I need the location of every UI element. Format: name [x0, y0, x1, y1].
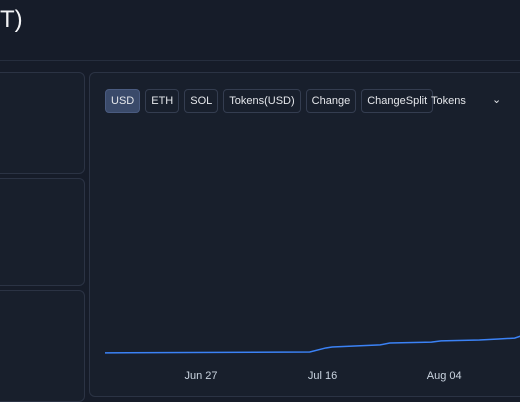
series-line [104, 335, 520, 354]
x-tick-label: Aug 04 [427, 370, 462, 382]
dropdown-arrow[interactable]: ⌄ [492, 94, 502, 106]
page-title: T) [0, 6, 23, 33]
divider [0, 60, 520, 61]
tab[interactable]: USD [105, 89, 141, 113]
tab[interactable]: ChangeSplit [361, 89, 434, 113]
tab[interactable]: ETH [145, 89, 180, 113]
x-tick-label: Jul 16 [308, 370, 337, 382]
x-tick-label: Jun 27 [184, 370, 217, 382]
stat-card [0, 72, 85, 174]
dropdown[interactable]: Tokens [431, 95, 466, 107]
tab[interactable]: Change [305, 89, 357, 113]
tab-bar: USD ETH SOL Tokens(USD) Change ChangeSplit [105, 89, 434, 113]
tab[interactable]: Tokens(USD) [223, 89, 301, 113]
tab[interactable]: SOL [184, 89, 219, 113]
chart-card [89, 72, 520, 397]
stat-card [0, 178, 85, 286]
